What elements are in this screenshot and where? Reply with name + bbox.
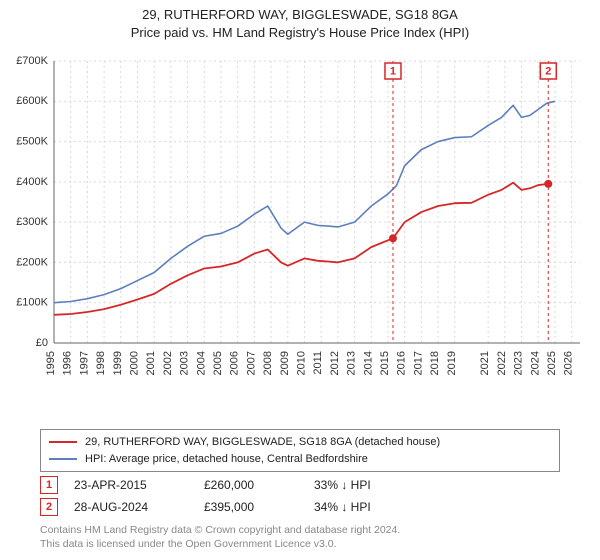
sale-date: 28-AUG-2024: [74, 500, 204, 514]
sale-price: £260,000: [204, 478, 314, 492]
svg-text:1997: 1997: [78, 351, 90, 375]
svg-text:1998: 1998: [95, 351, 107, 375]
svg-text:2005: 2005: [212, 351, 224, 375]
legend-swatch-property: [49, 441, 77, 443]
svg-text:2014: 2014: [362, 351, 374, 375]
svg-text:2017: 2017: [412, 351, 424, 375]
svg-text:2015: 2015: [379, 351, 391, 375]
legend-swatch-hpi: [49, 458, 77, 460]
svg-text:1999: 1999: [112, 351, 124, 375]
svg-text:2023: 2023: [513, 351, 525, 375]
footer-line1: Contains HM Land Registry data © Crown c…: [40, 524, 560, 538]
sale-row: 2 28-AUG-2024£395,00034% ↓ HPI: [40, 498, 560, 516]
svg-text:2007: 2007: [245, 351, 257, 375]
legend-label-property: 29, RUTHERFORD WAY, BIGGLESWADE, SG18 8G…: [85, 434, 440, 451]
chart-svg: £0 £100K £200K £300K £400K £500K £600K £700K 199…: [0, 43, 600, 423]
svg-text:2016: 2016: [396, 351, 408, 375]
sales-block: 1 23-APR-2015£260,00033% ↓ HPI 2 28-AUG-202…: [0, 476, 600, 516]
svg-text:2019: 2019: [446, 351, 458, 375]
svg-text:£200K: £200K: [16, 256, 48, 268]
svg-text:2013: 2013: [346, 351, 358, 375]
sale-price: £395,000: [204, 500, 314, 514]
footer: Contains HM Land Registry data © Crown c…: [40, 524, 560, 557]
title-subtitle: Price paid vs. HM Land Registry's House …: [0, 24, 600, 42]
svg-text:2012: 2012: [329, 351, 341, 375]
title-block: 29, RUTHERFORD WAY, BIGGLESWADE, SG18 8G…: [0, 0, 600, 43]
svg-text:2: 2: [545, 66, 551, 78]
title-address: 29, RUTHERFORD WAY, BIGGLESWADE, SG18 8G…: [0, 6, 600, 24]
svg-text:2024: 2024: [529, 351, 541, 375]
chart-area: £0 £100K £200K £300K £400K £500K £600K £700K 199…: [0, 43, 600, 423]
svg-text:2011: 2011: [312, 351, 324, 375]
svg-text:2004: 2004: [195, 351, 207, 375]
svg-text:2000: 2000: [128, 351, 140, 375]
sale-badge: 2: [40, 498, 58, 516]
svg-text:1: 1: [390, 66, 396, 78]
sale-pct: 33% ↓ HPI: [314, 478, 371, 492]
footer-line2: This data is licensed under the Open Gov…: [40, 538, 560, 552]
svg-text:£400K: £400K: [16, 176, 48, 188]
svg-text:2021: 2021: [479, 351, 491, 375]
svg-text:2006: 2006: [229, 351, 241, 375]
svg-text:2008: 2008: [262, 351, 274, 375]
svg-text:2001: 2001: [145, 351, 157, 375]
svg-text:2010: 2010: [295, 351, 307, 375]
svg-text:£600K: £600K: [16, 95, 48, 107]
svg-text:2003: 2003: [179, 351, 191, 375]
svg-text:2026: 2026: [563, 351, 575, 375]
svg-text:2022: 2022: [496, 351, 508, 375]
sale-row: 1 23-APR-2015£260,00033% ↓ HPI: [40, 476, 560, 494]
svg-text:£700K: £700K: [16, 55, 48, 67]
sale-date: 23-APR-2015: [74, 478, 204, 492]
svg-text:1995: 1995: [45, 351, 57, 375]
sale-badge: 1: [40, 476, 58, 494]
svg-text:2018: 2018: [429, 351, 441, 375]
svg-text:£0: £0: [36, 337, 48, 349]
svg-text:2009: 2009: [279, 351, 291, 375]
svg-text:£300K: £300K: [16, 216, 48, 228]
sale-pct: 34% ↓ HPI: [314, 500, 371, 514]
svg-text:1996: 1996: [62, 351, 74, 375]
svg-text:£100K: £100K: [16, 297, 48, 309]
svg-text:2002: 2002: [162, 351, 174, 375]
chart-container: 29, RUTHERFORD WAY, BIGGLESWADE, SG18 8G…: [0, 0, 600, 557]
legend-label-hpi: HPI: Average price, detached house, Cent…: [85, 451, 368, 468]
legend-row-property: 29, RUTHERFORD WAY, BIGGLESWADE, SG18 8G…: [49, 434, 551, 451]
legend-row-hpi: HPI: Average price, detached house, Cent…: [49, 451, 551, 468]
svg-text:£500K: £500K: [16, 136, 48, 148]
svg-text:2025: 2025: [546, 351, 558, 375]
legend-box: 29, RUTHERFORD WAY, BIGGLESWADE, SG18 8G…: [40, 429, 560, 472]
